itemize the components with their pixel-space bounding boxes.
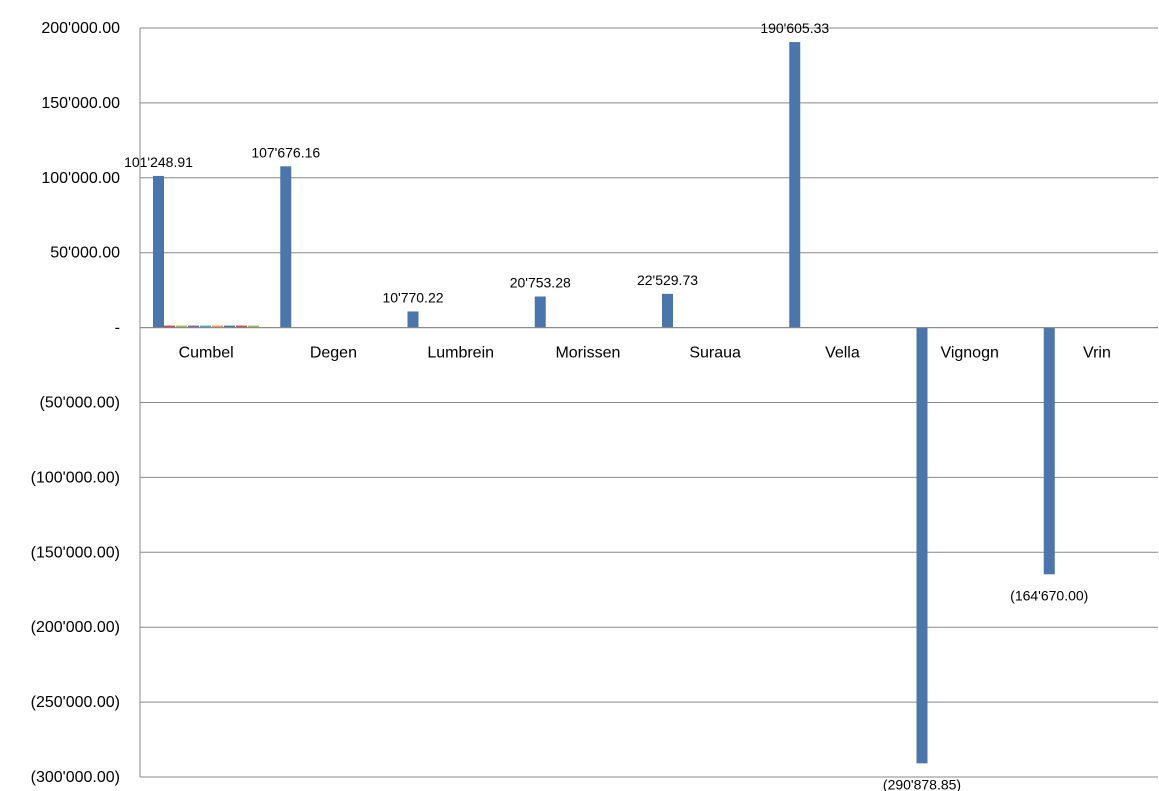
data-label: 190'605.33 — [760, 20, 829, 36]
near-zero-bar — [224, 325, 235, 328]
y-tick-label: (50'000.00) — [40, 395, 120, 412]
near-zero-bar — [188, 325, 199, 328]
y-tick-label: 100'000.00 — [41, 170, 120, 187]
y-tick-label: 150'000.00 — [41, 95, 120, 112]
category-label: Vignogn — [940, 345, 998, 362]
y-tick-label: (250'000.00) — [31, 694, 120, 711]
category-label: Suraua — [689, 345, 741, 362]
category-label: Degen — [310, 345, 357, 362]
category-label: Vrin — [1083, 345, 1111, 362]
data-labels: 101'248.91 107'676.16 10'770.22 20'753.28 22… — [124, 20, 1088, 791]
category-label: Vella — [825, 345, 860, 362]
bar-degen — [280, 166, 292, 328]
data-label: 10'770.22 — [382, 289, 443, 305]
bar-vignogn — [916, 327, 928, 764]
category-label: Lumbrein — [427, 345, 494, 362]
y-tick-label: 200'000.00 — [41, 20, 120, 37]
bars — [153, 42, 1055, 764]
y-tick-label: (200'000.00) — [31, 619, 120, 636]
y-tick-label: (300'000.00) — [31, 769, 120, 786]
bar-vella — [789, 42, 801, 328]
y-tick-label: - — [115, 320, 120, 337]
category-label: Cumbel — [179, 345, 234, 362]
y-tick-label: (150'000.00) — [31, 544, 120, 561]
data-label: 107'676.16 — [251, 144, 320, 160]
category-label: Morissen — [555, 345, 620, 362]
data-label: 20'753.28 — [510, 275, 571, 291]
y-axis-tick-labels: 200'000.00 150'000.00 100'000.00 50'000.00 -… — [31, 20, 120, 786]
y-tick-label: 50'000.00 — [50, 245, 120, 262]
y-tick-label: (100'000.00) — [31, 469, 120, 486]
near-zero-bar — [212, 325, 223, 328]
bar-suraua — [662, 293, 673, 328]
gridlines — [140, 27, 1158, 778]
category-labels: Cumbel Degen Lumbrein Morissen Suraua Vella Vi… — [179, 345, 1111, 362]
near-zero-bar — [200, 325, 211, 328]
bar-cumbel — [153, 175, 164, 328]
near-zero-bar — [248, 325, 259, 328]
data-label: (290'878.85) — [883, 776, 961, 791]
bar-lumbrein — [407, 311, 419, 328]
near-zero-bar — [164, 325, 175, 328]
bar-vrin — [1043, 327, 1055, 575]
data-label: 22'529.73 — [637, 272, 698, 288]
near-zero-bar — [236, 325, 247, 328]
data-label: 101'248.91 — [124, 154, 193, 170]
data-label: (164'670.00) — [1010, 587, 1088, 603]
bar-morissen — [534, 296, 546, 328]
near-zero-bar — [176, 325, 187, 328]
axes — [139, 28, 1158, 777]
